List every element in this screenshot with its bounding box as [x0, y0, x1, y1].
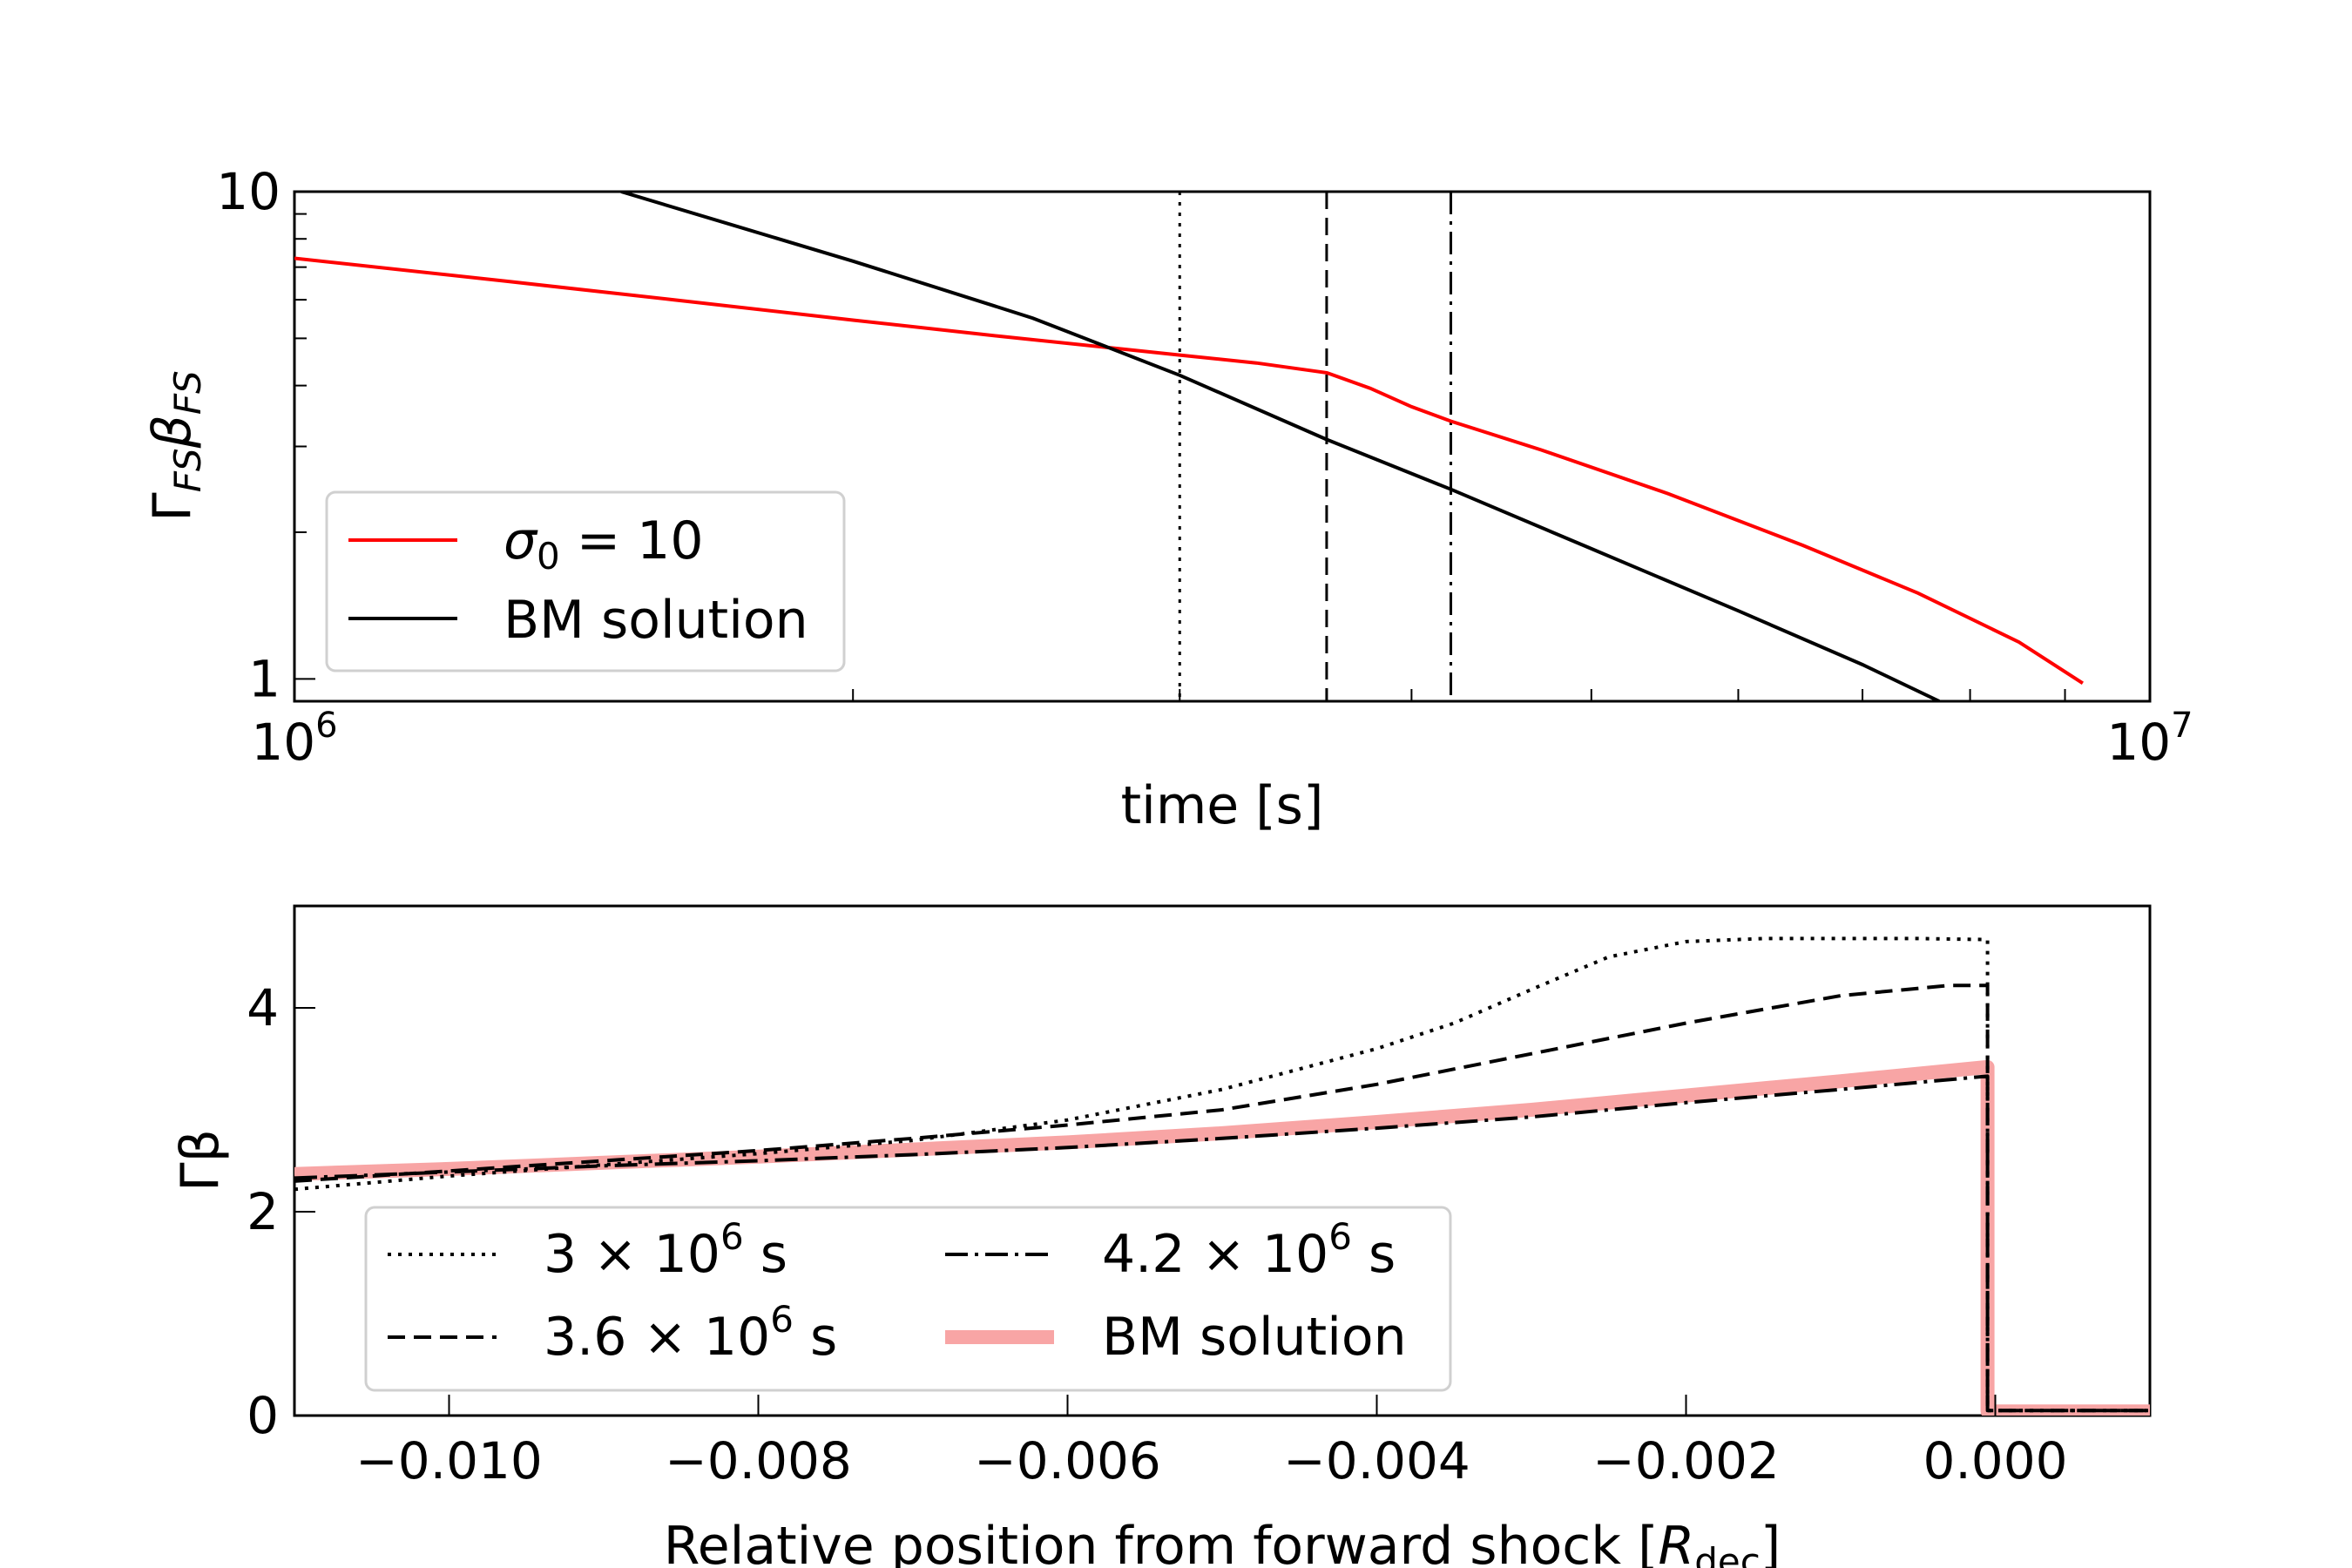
top-plot-area [294, 192, 2084, 701]
bottom-xtick-label: −0.006 [974, 1431, 1161, 1490]
bottom-tick-labels: −0.010 −0.008 −0.006 −0.004 −0.002 0.000 0 2 4 [247, 978, 2067, 1490]
top-series-bm-line [620, 192, 1941, 701]
top-legend: σ0 = 10 BM solution [325, 490, 846, 672]
bottom-ytick-label: 2 [247, 1182, 279, 1241]
top-xtick-label-0: 106 [251, 706, 337, 772]
bottom-legend-label-bm: BM solution [1102, 1307, 1407, 1368]
bottom-legend-label-3e6: 3 × 106 s [544, 1215, 787, 1285]
bottom-axis-ticks [294, 1007, 1997, 1416]
bottom-legend: 3 × 106 s 3.6 × 106 s 4.2 × 106 s BM sol… [364, 1206, 1452, 1392]
top-ylabel: ΓFSβFS [142, 370, 209, 521]
bottom-xtick-label: −0.004 [1283, 1431, 1470, 1490]
top-panel: 106 107 10 1 time [s] ΓFSβFS σ0 = 10 BM … [142, 162, 2193, 836]
bottom-legend-box [364, 1206, 1452, 1392]
bottom-xtick-label: −0.002 [1592, 1431, 1780, 1490]
top-xtick-label-1: 107 [2106, 706, 2193, 772]
top-xlabel: time [s] [1121, 775, 1324, 836]
top-legend-label-bm: BM solution [504, 590, 808, 651]
top-legend-label-sigma: σ0 = 10 [504, 510, 704, 578]
bottom-plot-area [294, 936, 2150, 1416]
bottom-xtick-label: 0.000 [1923, 1431, 2067, 1490]
top-ytick-label-10: 10 [216, 162, 280, 221]
bottom-legend-label-42e6: 4.2 × 106 s [1102, 1215, 1396, 1285]
bottom-ylabel: Γβ [170, 1129, 231, 1192]
top-ytick-label-1: 1 [248, 649, 280, 708]
bottom-legend-label-36e6: 3.6 × 106 s [544, 1298, 837, 1368]
bottom-panel: −0.010 −0.008 −0.006 −0.004 −0.002 0.000 0 2 4 R… [170, 904, 2152, 1568]
bottom-xtick-label: −0.010 [355, 1431, 543, 1490]
top-series-sigma0-line [294, 256, 2084, 685]
bottom-ytick-label: 4 [247, 978, 279, 1037]
bottom-xlabel: Relative position from forward shock [Rd… [664, 1516, 1781, 1568]
top-axis-ticks [294, 191, 2066, 702]
bottom-ytick-label: 0 [247, 1386, 279, 1445]
bottom-series-42e6-line [294, 1074, 2150, 1413]
bottom-xtick-label: −0.008 [665, 1431, 852, 1490]
top-legend-box [325, 490, 846, 672]
